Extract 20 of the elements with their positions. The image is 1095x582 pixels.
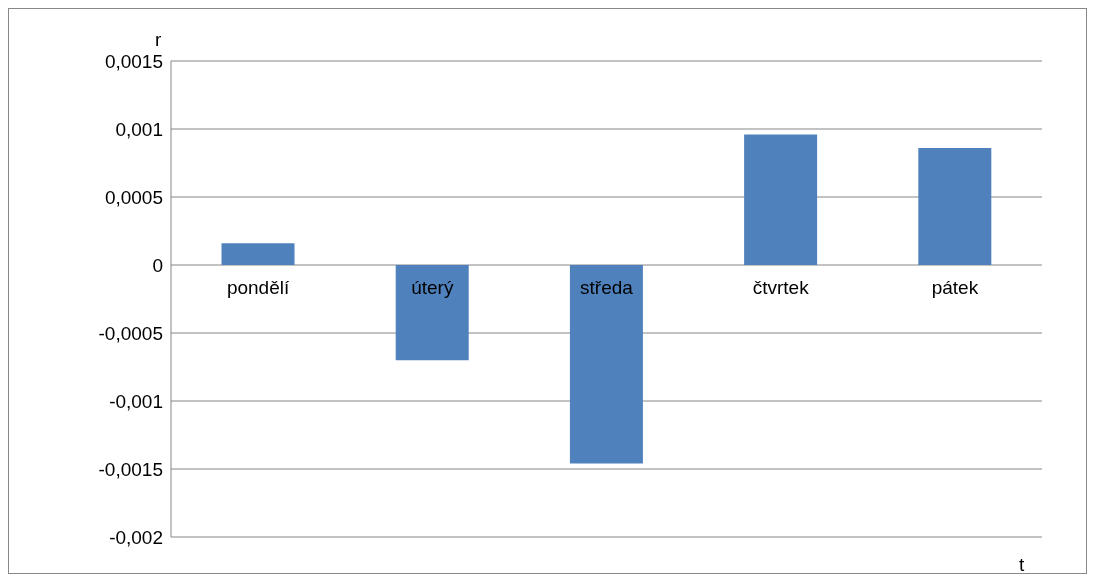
x-tick-label: pondělí xyxy=(226,276,290,298)
bar xyxy=(744,134,818,265)
y-axis-title: r xyxy=(155,29,162,51)
bar xyxy=(221,243,295,265)
y-tick-label: -0,002 xyxy=(109,526,163,548)
y-tick-label: 0,0015 xyxy=(104,50,163,72)
x-tick-label: čtvrtek xyxy=(752,276,810,298)
x-tick-label: úterý xyxy=(411,276,454,298)
y-tick-label: -0,0005 xyxy=(98,322,163,344)
x-tick-label: středa xyxy=(580,276,634,298)
bar xyxy=(918,148,992,265)
y-tick-label: 0 xyxy=(152,254,163,276)
y-tick-label: -0,0015 xyxy=(98,458,163,480)
y-tick-label: 0,001 xyxy=(115,118,163,140)
bar xyxy=(395,265,469,361)
x-axis-title: t xyxy=(1019,554,1025,576)
x-tick-label: pátek xyxy=(931,276,979,298)
y-tick-label: 0,0005 xyxy=(104,186,163,208)
bar xyxy=(569,265,643,464)
y-tick-label: -0,001 xyxy=(109,390,163,412)
